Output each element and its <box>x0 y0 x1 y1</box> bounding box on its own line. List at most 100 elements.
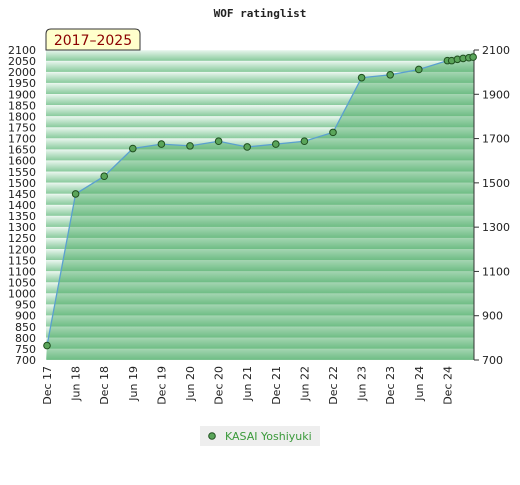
y-tick-label: 1300 <box>8 221 36 234</box>
chart-title: WOF ratinglist <box>214 7 307 20</box>
band <box>46 138 474 150</box>
x-tick-label: Dec 24 <box>441 366 454 405</box>
data-point[interactable] <box>243 143 251 151</box>
right-tick-label: 1300 <box>482 221 510 234</box>
y-tick-label: 1600 <box>8 155 36 168</box>
y-tick-label: 950 <box>15 299 36 312</box>
x-tick-label: Dec 22 <box>327 366 340 405</box>
legend-marker <box>208 432 216 440</box>
x-tick-label: Dec 17 <box>41 366 54 405</box>
data-point[interactable] <box>100 172 108 181</box>
x-tick-label: Dec 19 <box>155 366 168 405</box>
y-tick-label: 750 <box>15 343 36 356</box>
band <box>46 72 474 84</box>
legend-box <box>200 426 320 446</box>
legend[interactable]: KASAI Yoshiyuki <box>200 426 320 446</box>
band <box>46 160 474 172</box>
y-tick-label: 2100 <box>8 44 36 57</box>
x-tick-label: Jun 23 <box>356 366 369 402</box>
y-tick-label: 1150 <box>8 254 36 267</box>
data-point[interactable] <box>469 53 477 61</box>
y-tick-label: 1700 <box>8 133 36 146</box>
y-tick-label: 2050 <box>8 55 36 68</box>
band <box>46 238 474 250</box>
data-point[interactable] <box>386 71 395 79</box>
right-tick-label: 1500 <box>482 177 510 190</box>
y-tick-label: 1650 <box>8 144 36 157</box>
x-tick-label: Dec 23 <box>384 366 397 405</box>
data-point[interactable] <box>300 137 309 146</box>
grid-lines <box>46 49 474 361</box>
data-points <box>43 53 477 350</box>
band <box>46 348 474 360</box>
right-tick-label: 900 <box>482 310 503 323</box>
x-tick-label: Dec 20 <box>213 366 226 405</box>
data-point[interactable] <box>357 73 366 82</box>
band <box>46 94 474 106</box>
x-tick-label: Dec 21 <box>270 366 283 405</box>
band <box>46 293 474 305</box>
x-tick-label: Jun 20 <box>184 366 197 402</box>
right-axis: 2100 1900 1700 1500 1300 1100 900 700 <box>473 44 510 367</box>
y-tick-label: 1950 <box>8 77 36 90</box>
y-tick-label: 1250 <box>8 232 36 245</box>
band <box>46 61 474 73</box>
series-area <box>47 57 474 360</box>
data-point[interactable] <box>272 140 280 148</box>
band <box>46 171 474 183</box>
right-tick-label: 2100 <box>482 44 510 57</box>
y-tick-label: 1850 <box>8 99 36 112</box>
y-tick-label: 1050 <box>8 277 36 290</box>
y-tick-label: 850 <box>15 321 36 334</box>
y-tick-label: 1750 <box>8 122 36 135</box>
band <box>46 50 474 62</box>
band <box>46 193 474 205</box>
band <box>46 271 474 283</box>
data-point[interactable] <box>157 140 166 148</box>
y-tick-label: 2000 <box>8 66 36 79</box>
y-tick-label: 1350 <box>8 210 36 223</box>
badge-box <box>45 28 141 51</box>
y-tick-label: 1400 <box>8 199 36 212</box>
data-point[interactable] <box>129 144 137 153</box>
x-tick-label: Jun 19 <box>127 366 140 402</box>
band <box>46 149 474 161</box>
data-point[interactable] <box>186 142 194 150</box>
y-tick-label: 1200 <box>8 243 36 256</box>
x-tick-label: Jun 24 <box>413 366 426 402</box>
y-tick-label: 1500 <box>8 177 36 190</box>
band <box>46 326 474 338</box>
band <box>46 105 474 117</box>
data-point[interactable] <box>329 128 337 137</box>
x-axis: Dec 17 Jun 18 Dec 18 Jun 19 Dec 19 Jun 20 Dec … <box>41 366 454 405</box>
band <box>46 205 474 217</box>
band <box>46 337 474 349</box>
band <box>46 227 474 239</box>
period-badge: 2017–2025 <box>45 28 141 51</box>
y-tick-label: 800 <box>15 332 36 345</box>
x-tick-label: Jun 22 <box>298 366 311 402</box>
y-tick-label: 1900 <box>8 88 36 101</box>
band <box>46 260 474 272</box>
left-axis: 2100205020001950190018501800175017001650… <box>8 44 36 367</box>
data-point[interactable] <box>415 65 423 74</box>
band <box>46 127 474 139</box>
data-point[interactable] <box>43 341 51 350</box>
right-tick-label: 700 <box>482 354 503 367</box>
y-tick-label: 1800 <box>8 110 36 123</box>
x-tick-label: Jun 18 <box>70 366 83 402</box>
background-bands <box>46 50 474 360</box>
y-tick-label: 1450 <box>8 188 36 201</box>
band <box>46 116 474 128</box>
band <box>46 182 474 194</box>
y-tick-label: 1100 <box>8 265 36 278</box>
right-tick-label: 1100 <box>482 265 510 278</box>
x-tick-label: Jun 21 <box>241 366 254 402</box>
data-point[interactable] <box>71 190 80 198</box>
data-point[interactable] <box>214 137 223 146</box>
y-tick-label: 1550 <box>8 166 36 179</box>
right-tick-label: 1700 <box>482 133 510 146</box>
band <box>46 304 474 316</box>
